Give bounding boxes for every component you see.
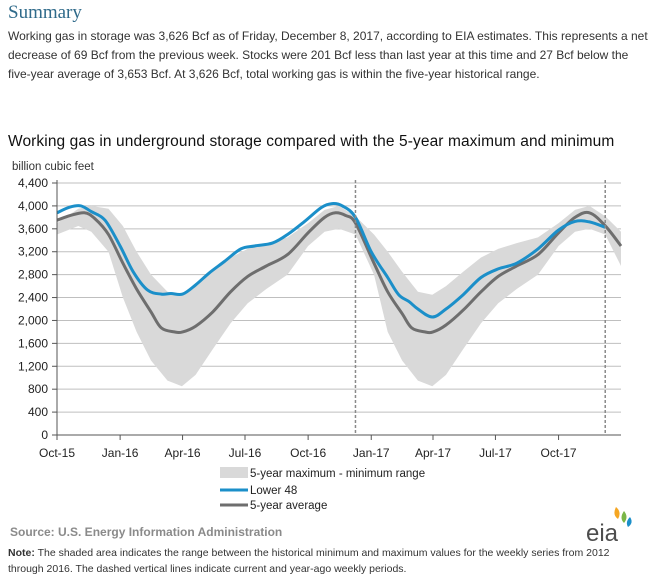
x-tick-label: Oct-15 xyxy=(39,446,75,460)
y-tick-label: 1,200 xyxy=(18,359,48,373)
y-tick-label: 1,600 xyxy=(18,336,48,350)
chart-note: Note: The shaded area indicates the rang… xyxy=(8,545,648,577)
x-tick-label: Apr-16 xyxy=(165,446,201,460)
legend: 5-year maximum - minimum range Lower 48 … xyxy=(220,467,425,512)
y-tick-label: 800 xyxy=(28,382,48,396)
chart-title: Working gas in underground storage compa… xyxy=(8,133,615,150)
logo-leaf-orange xyxy=(614,507,620,519)
storage-chart: billion cubic feet 0 400 800 1,200 1,600 2,00… xyxy=(12,161,623,512)
source-line: Source: U.S. Energy Information Administ… xyxy=(10,525,283,539)
y-tick-label: 3,600 xyxy=(18,222,48,236)
y-tick-label: 2,400 xyxy=(18,291,48,305)
x-tick-label: Jan-16 xyxy=(102,446,139,460)
note-text: The shaded area indicates the range betw… xyxy=(8,547,610,575)
legend-label-lower48: Lower 48 xyxy=(250,485,297,497)
range-band xyxy=(57,205,621,387)
logo-leaf-blue xyxy=(626,517,632,527)
note-label: Note: xyxy=(8,547,35,559)
x-tick-label: Oct-17 xyxy=(541,446,577,460)
y-tick-label: 2,000 xyxy=(18,313,48,327)
eia-logo: eia xyxy=(586,507,632,545)
series-line-lower48 xyxy=(56,202,606,319)
legend-label-average: 5-year average xyxy=(250,500,327,512)
legend-label-band: 5-year maximum - minimum range xyxy=(250,468,425,480)
x-tick-label: Oct-16 xyxy=(290,446,326,460)
summary-title: Summary xyxy=(8,2,82,23)
y-tick-label: 0 xyxy=(41,428,48,442)
x-tick-label: Jul-17 xyxy=(479,446,512,460)
y-axis-label: billion cubic feet xyxy=(12,161,95,173)
y-tick-label: 400 xyxy=(28,405,48,419)
legend-swatch-band xyxy=(220,467,248,478)
x-tick-label: Apr-17 xyxy=(415,446,451,460)
x-tick-label: Jan-17 xyxy=(353,446,390,460)
y-tick-label: 3,200 xyxy=(18,245,48,259)
series-line-5yr-average xyxy=(56,210,623,335)
summary-text: Working gas in storage was 3,626 Bcf as … xyxy=(8,29,648,81)
y-tick-label: 2,800 xyxy=(18,268,48,282)
y-tick-label: 4,000 xyxy=(18,199,48,213)
x-tick-label: Jul-16 xyxy=(229,446,262,460)
logo-text: eia xyxy=(586,520,619,545)
y-tick-label: 4,400 xyxy=(18,176,48,190)
logo-leaf-green xyxy=(621,511,627,523)
